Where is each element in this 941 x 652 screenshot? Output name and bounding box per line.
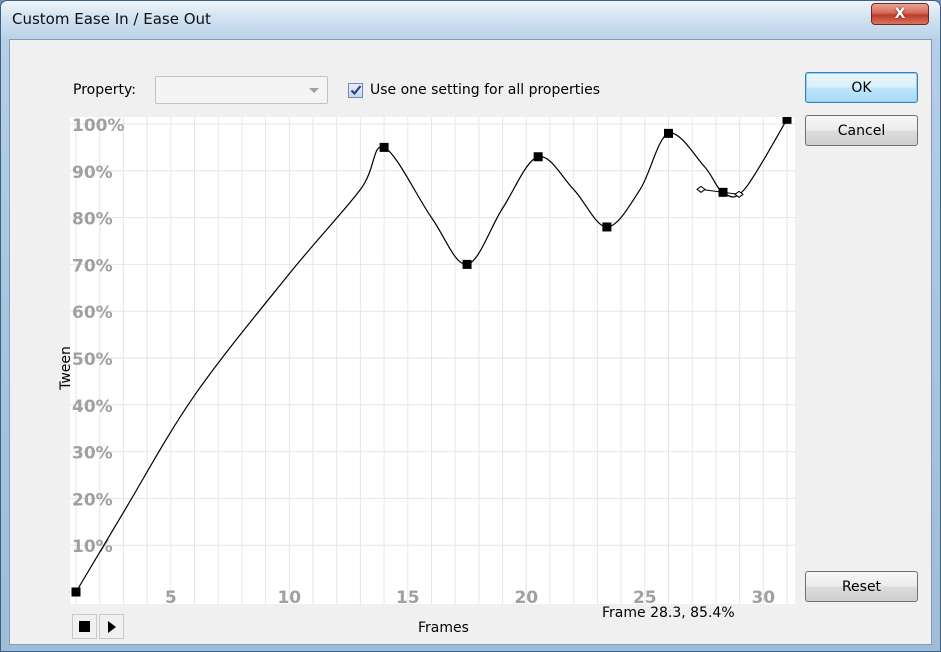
cancel-button[interactable]: Cancel — [805, 115, 918, 146]
play-icon — [108, 621, 116, 633]
window-title: Custom Ease In / Ease Out — [12, 10, 211, 28]
x-tick-label: 10 — [277, 588, 301, 604]
control-point[interactable] — [533, 152, 543, 162]
reset-button[interactable]: Reset — [805, 571, 918, 602]
ease-curve-graph[interactable]: 100% 90% 80% 70% 60% 50% 40% 30% 20% 10% 5 10 15 20 25… — [70, 114, 795, 608]
y-tick-label: 70% — [72, 256, 113, 276]
ease-curve-svg[interactable]: 100% 90% 80% 70% 60% 50% 40% 30% 20% 10% 5 10 15 20 25… — [70, 114, 795, 608]
play-button[interactable] — [99, 614, 124, 639]
chevron-down-icon — [309, 88, 319, 93]
x-tick-label: 15 — [396, 588, 420, 604]
control-point[interactable] — [664, 128, 673, 138]
ease-curve-line — [75, 119, 788, 593]
y-tick-label: 100% — [72, 117, 125, 136]
y-tick-label: 30% — [72, 444, 113, 464]
x-tick-label: 25 — [633, 588, 657, 604]
control-point[interactable] — [71, 587, 81, 597]
use-one-setting-label[interactable]: Use one setting for all properties — [370, 82, 601, 98]
x-tick-label: 30 — [751, 588, 775, 604]
tangent-handle — [696, 185, 706, 193]
property-label: Property: — [73, 82, 136, 98]
control-point[interactable] — [602, 222, 612, 232]
frame-readout: Frame 28.3, 85.4% — [602, 605, 735, 621]
control-point[interactable] — [782, 114, 792, 124]
y-tick-label: 20% — [72, 490, 113, 510]
y-tick-label: 60% — [72, 303, 113, 323]
y-tick-label: 50% — [72, 350, 113, 370]
stop-icon — [79, 621, 90, 632]
x-tick-label: 5 — [165, 588, 177, 604]
close-icon: X — [894, 6, 906, 22]
y-tick-label: 90% — [72, 163, 113, 183]
y-tick-label: 40% — [72, 397, 113, 417]
control-point[interactable] — [718, 187, 728, 197]
stop-button[interactable] — [72, 614, 97, 639]
control-point[interactable] — [462, 259, 472, 269]
close-button[interactable]: X — [871, 3, 929, 25]
title-bar[interactable]: Custom Ease In / Ease Out X — [1, 1, 940, 39]
y-tick-label: 80% — [72, 210, 113, 230]
tangent-handle — [734, 190, 744, 198]
x-axis-label: Frames — [418, 620, 469, 636]
dialog-client-area: Property: Use one setting for all proper… — [9, 39, 932, 645]
control-point[interactable] — [379, 142, 389, 152]
property-dropdown[interactable] — [155, 76, 328, 104]
x-tick-label: 20 — [514, 588, 538, 604]
y-tick-label: 10% — [72, 537, 113, 557]
checkmark-icon — [350, 85, 362, 96]
ok-button[interactable]: OK — [805, 72, 918, 103]
use-one-setting-checkbox[interactable] — [348, 83, 363, 98]
